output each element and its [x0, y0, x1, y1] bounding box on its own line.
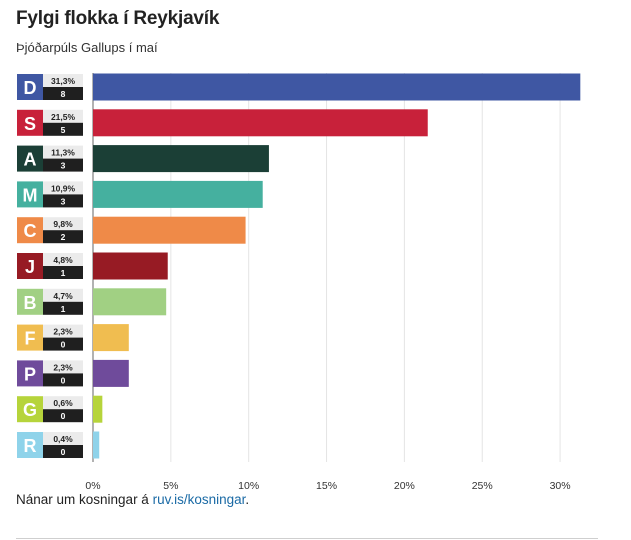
bar-F — [93, 324, 129, 352]
x-tick-label: 25% — [472, 480, 493, 492]
bar-S — [93, 109, 428, 137]
seats-label: 0 — [61, 340, 66, 350]
footer-text: Nánar um kosningar á — [16, 492, 153, 507]
footer-divider — [16, 538, 598, 539]
party-color-square — [17, 396, 43, 423]
percent-box — [43, 432, 83, 445]
seats-label: 0 — [61, 411, 66, 421]
party-color-square — [17, 181, 43, 208]
seats-label: 1 — [61, 304, 66, 314]
seats-box — [43, 301, 83, 315]
party-letter: J — [25, 257, 35, 277]
bars — [93, 73, 581, 459]
party-letter: M — [23, 185, 38, 205]
party-color-square — [17, 288, 43, 315]
x-tick-label: 0% — [85, 480, 100, 492]
party-color-square — [17, 360, 43, 387]
percent-label: 2,3% — [53, 362, 73, 372]
party-color-square — [17, 145, 43, 172]
party-color-square — [17, 217, 43, 244]
footer-suffix: . — [245, 492, 250, 507]
party-letter: P — [24, 364, 36, 384]
party-letter: F — [25, 329, 36, 349]
chart-subtitle: Þjóðarpúls Gallups í maí — [16, 40, 158, 55]
percent-box — [43, 360, 83, 374]
bar-J — [93, 252, 168, 280]
seats-box — [43, 409, 83, 423]
percent-label: 31,3% — [51, 76, 76, 86]
party-color-square — [17, 253, 43, 279]
x-tick-label: 5% — [163, 480, 178, 492]
seats-box — [43, 230, 83, 244]
x-tick-label: 15% — [316, 480, 337, 492]
bar-G — [93, 395, 103, 423]
bar-R — [93, 431, 100, 459]
seats-box — [43, 158, 83, 172]
chart-title: Fylgi flokka í Reykjavík — [16, 8, 220, 29]
seats-label: 5 — [61, 125, 66, 135]
party-letter: D — [24, 78, 37, 98]
percent-label: 21,5% — [51, 112, 76, 122]
bar-A — [93, 145, 269, 173]
percent-box — [43, 74, 83, 87]
percent-label: 11,3% — [51, 148, 75, 158]
seats-box — [43, 194, 83, 208]
seats-label: 3 — [61, 196, 66, 206]
seats-box — [43, 122, 83, 136]
party-letter: R — [24, 436, 37, 456]
percent-label: 4,7% — [53, 291, 73, 301]
bar-D — [93, 73, 581, 101]
party-letter: S — [24, 114, 36, 134]
seats-box — [43, 87, 83, 100]
bar-B — [93, 288, 167, 316]
seats-label: 0 — [61, 375, 66, 385]
party-letter: B — [24, 293, 37, 313]
footer-note: Nánar um kosningar á ruv.is/kosningar. — [16, 492, 249, 507]
party-letter: A — [24, 150, 37, 170]
seats-label: 0 — [61, 447, 66, 457]
x-tick-label: 10% — [238, 480, 259, 492]
percent-label: 10,9% — [51, 183, 76, 193]
kosningar-link[interactable]: ruv.is/kosningar — [152, 492, 246, 507]
percent-label: 0,6% — [53, 398, 73, 408]
percent-box — [43, 396, 83, 410]
percent-label: 0,4% — [53, 434, 73, 444]
x-axis-ticks: 0% 5% 10% 15% 20% 25% 30% — [85, 480, 570, 492]
percent-box — [43, 288, 83, 302]
party-color-square — [17, 432, 43, 458]
percent-box — [43, 324, 83, 338]
percent-box — [43, 181, 83, 195]
party-color-square — [17, 109, 43, 136]
seats-box — [43, 266, 83, 279]
bar-M — [93, 180, 263, 208]
percent-box — [43, 253, 83, 266]
seats-label: 2 — [61, 232, 66, 242]
party-letter: G — [23, 400, 37, 420]
party-labels: D 31,3% 8 S 21,5% 5 A 11,3% 3 M 10,9% 3 C 9,8% 2 J 4,8% 1… — [17, 74, 83, 458]
percent-label: 4,8% — [53, 255, 73, 265]
party-color-square — [17, 324, 43, 351]
percent-box — [43, 217, 83, 231]
seats-label: 8 — [61, 89, 66, 99]
seats-label: 1 — [61, 268, 66, 278]
seats-box — [43, 373, 83, 387]
percent-label: 2,3% — [53, 327, 73, 337]
party-color-square — [17, 74, 43, 100]
percent-box — [43, 145, 83, 159]
percent-box — [43, 109, 83, 123]
bar-P — [93, 359, 129, 387]
x-tick-label: 20% — [394, 480, 415, 492]
seats-label: 3 — [61, 161, 66, 171]
x-tick-label: 30% — [550, 480, 571, 492]
seats-box — [43, 445, 83, 458]
party-letter: C — [24, 221, 37, 241]
bar-C — [93, 216, 246, 244]
percent-label: 9,8% — [53, 219, 73, 229]
seats-box — [43, 337, 83, 351]
